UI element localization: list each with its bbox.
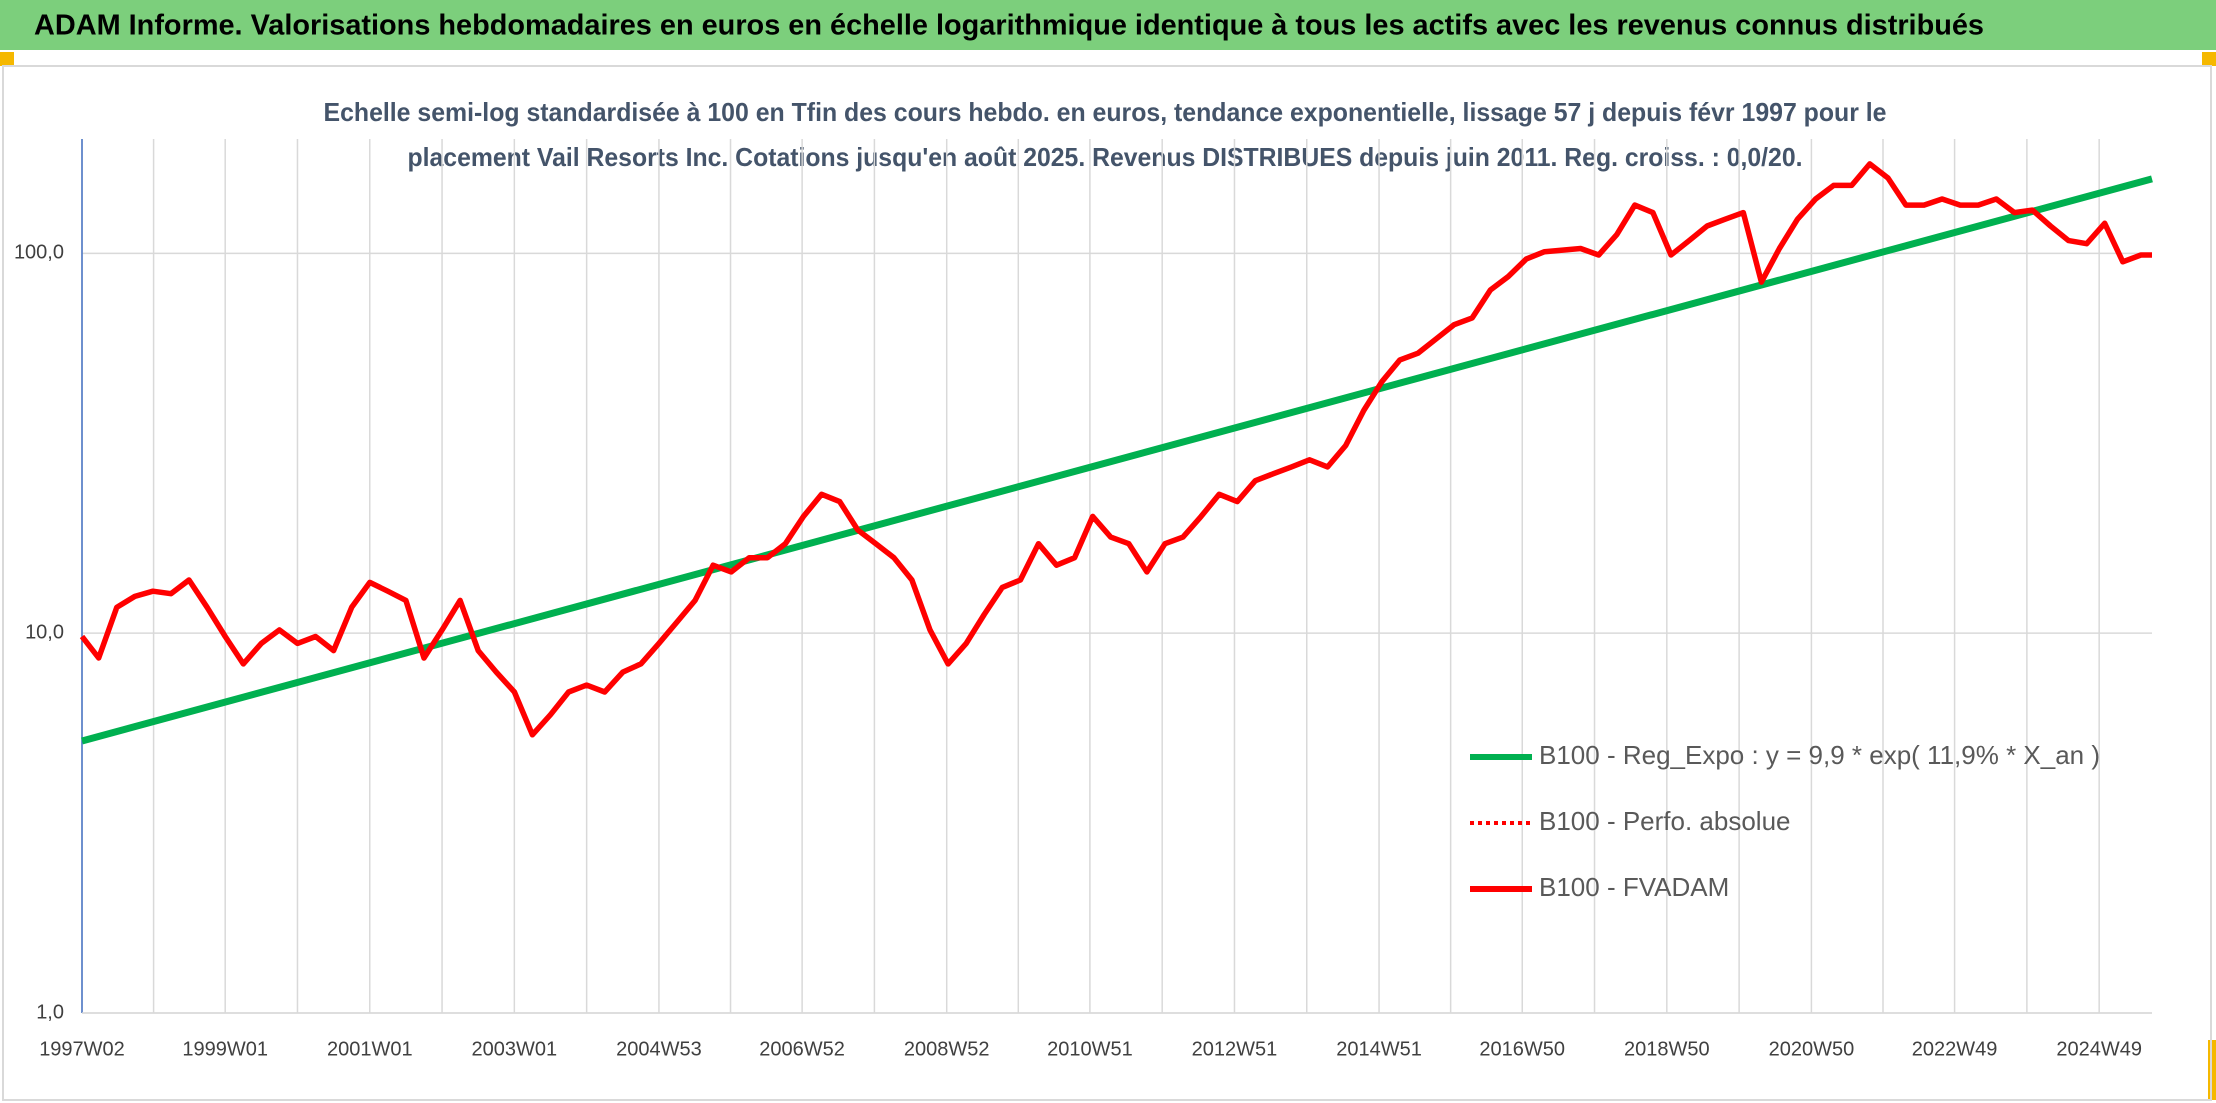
legend-label: B100 - Reg_Expo : y = 9,9 * exp( 11,9% *… xyxy=(1539,740,2100,770)
x-tick-label: 2006W52 xyxy=(759,1038,845,1060)
corner xyxy=(0,52,14,66)
chart-subtitle: placement Vail Resorts Inc. Cotations ju… xyxy=(408,142,1803,172)
x-tick-label: 2014W51 xyxy=(1336,1038,1422,1060)
x-tick-label: 2012W51 xyxy=(1192,1038,1278,1060)
header-bar xyxy=(0,0,2216,50)
x-tick-label: 1999W01 xyxy=(182,1038,268,1060)
x-tick-label: 2010W51 xyxy=(1047,1038,1133,1060)
x-tick-label: 2024W49 xyxy=(2056,1038,2142,1060)
y-tick-label: 1,0 xyxy=(36,1001,64,1023)
x-tick-label: 2020W50 xyxy=(1769,1038,1855,1060)
x-tick-label: 2001W01 xyxy=(327,1038,413,1060)
x-tick-label: 2018W50 xyxy=(1624,1038,1710,1060)
x-tick-label: 2008W52 xyxy=(904,1038,990,1060)
legend-label: B100 - Perfo. absolue xyxy=(1539,806,1791,836)
x-tick-label: 2004W53 xyxy=(616,1038,702,1060)
chart-title: ADAM Informe. Valorisations hebdomadaire… xyxy=(34,10,1984,42)
corner xyxy=(2202,52,2216,66)
x-tick-label: 2016W50 xyxy=(1479,1038,1565,1060)
chart-frame xyxy=(2,65,2212,1101)
line-series xyxy=(81,175,2153,745)
x-tick-label: 2003W01 xyxy=(472,1038,558,1060)
x-tick-label: 1997W02 xyxy=(39,1038,125,1060)
line-series xyxy=(79,161,2152,738)
x-tick-label: 2022W49 xyxy=(1912,1038,1998,1060)
legend-label: B100 - FVADAM xyxy=(1539,872,1729,902)
chart-subtitle: Echelle semi-log standardisée à 100 en T… xyxy=(324,97,1887,127)
y-tick-label: 10,0 xyxy=(25,621,64,643)
y-tick-label: 100,0 xyxy=(14,242,64,264)
